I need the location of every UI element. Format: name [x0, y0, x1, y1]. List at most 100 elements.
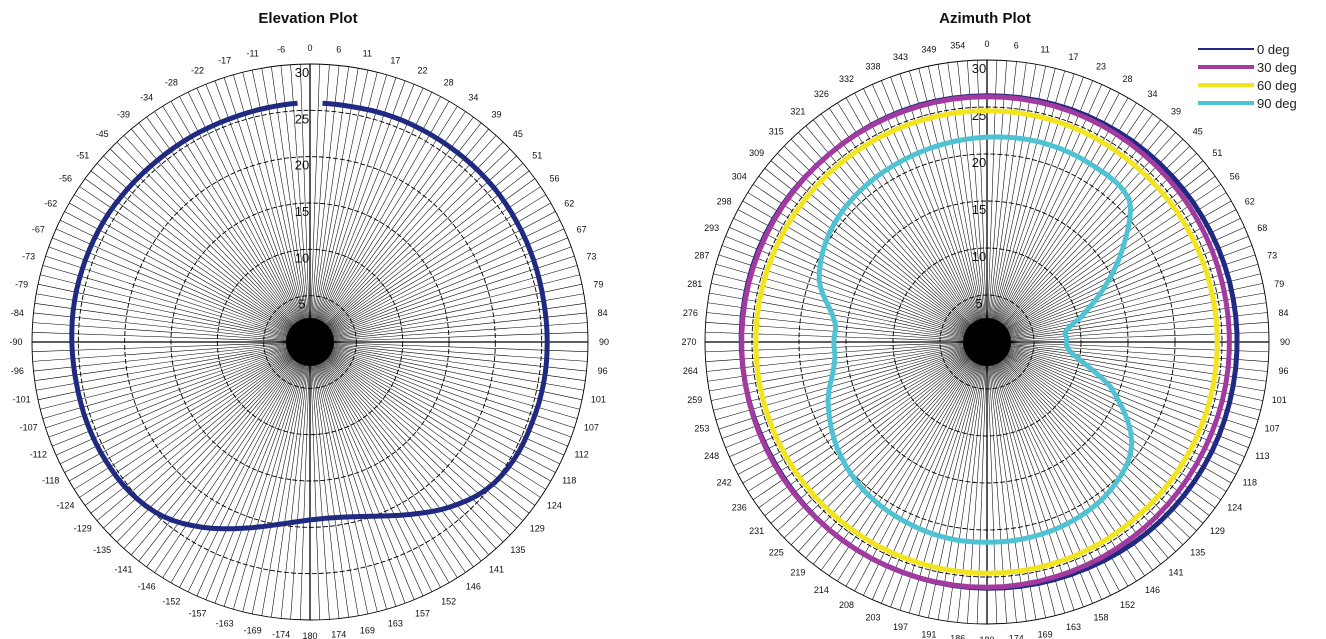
azimuth-spoke	[986, 341, 1093, 604]
elevation-spoke	[309, 163, 524, 343]
elevation-spoke	[271, 341, 311, 618]
azimuth-radial-tick-label: 30	[972, 61, 986, 76]
elevation-ring	[263, 295, 357, 389]
azimuth-angle-tick-label: 79	[1274, 279, 1284, 289]
azimuth-angle-tick-label: 51	[1212, 148, 1222, 158]
azimuth-spoke	[813, 341, 988, 565]
elevation-angle-tick-label: -62	[44, 198, 57, 208]
azimuth-spoke	[705, 341, 988, 362]
azimuth-angle-tick-label: 231	[749, 526, 764, 536]
elevation-angle-tick-label: -56	[59, 174, 72, 184]
azimuth-angle-tick-label: 23	[1096, 62, 1106, 72]
elevation-angle-tick-label: 51	[532, 150, 542, 160]
elevation-angle-tick-label: -34	[140, 93, 153, 103]
elevation-radial-tick-label: 15	[295, 204, 309, 219]
azimuth-spoke	[986, 341, 1267, 382]
elevation-spoke	[205, 341, 311, 600]
elevation-angle-tick-label: 96	[598, 366, 608, 376]
elevation-spoke	[309, 341, 504, 543]
legend-item-0: 0 deg	[1198, 40, 1297, 58]
elevation-angle-tick-label: -169	[244, 625, 262, 635]
azimuth-spoke	[957, 341, 988, 623]
legend-swatch-1	[1198, 65, 1254, 69]
elevation-angle-tick-label: 146	[466, 581, 481, 591]
azimuth-angle-tick-label: 219	[790, 567, 805, 577]
elevation-angle-tick-label: 163	[388, 618, 403, 628]
elevation-angle-tick-label: 11	[363, 49, 372, 59]
elevation-angle-tick-label: -135	[93, 545, 111, 555]
azimuth-ring	[845, 200, 1129, 484]
azimuth-angle-tick-label: 276	[683, 308, 698, 318]
azimuth-angle-tick-label: 281	[687, 279, 702, 289]
elevation-polar-chart: 5 10 15 20 25 30 0 6 11 17 22 28 34 39 45 51 56 62 67 73 79 8…	[9, 43, 609, 639]
elevation-angle-tick-label: 28	[444, 78, 454, 88]
azimuth-angle-tick-label: 180	[979, 635, 994, 639]
azimuth-angle-tick-label: 253	[694, 424, 709, 434]
azimuth-plot-panel: Azimuth Plot 5 10 15 20 25 30 0 6 11 17 23 28 34 39 45…	[660, 0, 1326, 639]
elevation-angle-tick-label: 56	[549, 174, 559, 184]
elevation-ring	[124, 156, 496, 528]
azimuth-plot-title: Azimuth Plot	[939, 10, 1031, 27]
azimuth-angle-tick-label: 242	[717, 477, 732, 487]
elevation-spoke	[309, 341, 450, 583]
azimuth-spoke	[783, 145, 988, 343]
azimuth-spoke	[986, 153, 1197, 343]
azimuth-angle-tick-label: 343	[893, 52, 908, 62]
elevation-angle-tick-label: 73	[586, 252, 596, 262]
elevation-angle-tick-label: -174	[272, 630, 290, 639]
azimuth-angle-tick-label: 62	[1245, 197, 1255, 207]
elevation-spoke	[309, 141, 504, 343]
azimuth-spoke	[758, 176, 988, 343]
azimuth-ring	[939, 294, 1035, 390]
elevation-angle-tick-label: -101	[13, 394, 31, 404]
azimuth-spoke	[986, 76, 1084, 343]
elevation-angle-tick-label: -67	[32, 224, 45, 234]
elevation-radial-tick-label: 20	[295, 158, 309, 173]
azimuth-spoke	[986, 341, 1176, 552]
elevation-spoke	[309, 341, 330, 620]
legend-label-3: 90 deg	[1257, 95, 1297, 111]
elevation-spoke	[309, 64, 330, 343]
azimuth-spoke	[986, 176, 1216, 343]
elevation-angle-tick-label: 135	[510, 545, 525, 555]
elevation-angle-tick-label: 174	[331, 630, 346, 639]
elevation-angle-tick-label: 6	[336, 44, 341, 54]
elevation-spoke	[179, 96, 311, 343]
elevation-angle-tick-label: 129	[530, 524, 545, 534]
elevation-center-core	[286, 318, 334, 366]
azimuth-angle-tick-label: 45	[1193, 126, 1203, 136]
elevation-angle-tick-label: -11	[246, 49, 258, 59]
legend-swatch-0	[1198, 48, 1254, 50]
elevation-angle-tick-label: -28	[165, 78, 178, 88]
elevation-spoke	[309, 341, 397, 607]
elevation-spoke	[52, 237, 311, 343]
azimuth-angle-tick-label: 163	[1066, 622, 1081, 632]
azimuth-spoke	[918, 68, 988, 343]
azimuth-ring	[798, 153, 1176, 531]
azimuth-angle-tick-label: 309	[749, 148, 764, 158]
elevation-angle-tick-label: 22	[418, 65, 428, 75]
azimuth-angle-tick-label: 214	[814, 585, 829, 595]
azimuth-angle-tick-label: 34	[1148, 89, 1158, 99]
azimuth-ring	[704, 59, 1270, 625]
azimuth-spoke	[709, 292, 988, 343]
azimuth-radial-tick-label: 15	[972, 202, 986, 217]
azimuth-angle-tick-label: 141	[1169, 567, 1184, 577]
elevation-angle-tick-label: 79	[593, 280, 603, 290]
azimuth-spoke	[986, 341, 1221, 500]
azimuth-angle-tick-label: 0	[984, 39, 989, 49]
legend-swatch-2	[1198, 83, 1254, 87]
azimuth-angle-tick-label: 225	[769, 548, 784, 558]
elevation-ring	[31, 63, 589, 621]
elevation-grid: 5 10 15 20 25 30 0 6 11 17 22 28 34 39 45 51 56 62 67 73 79 8…	[9, 43, 609, 639]
elevation-angle-tick-label: -17	[218, 56, 231, 66]
azimuth-angle-tick-label: 90	[1280, 337, 1290, 347]
azimuth-angle-tick-label: 293	[704, 223, 719, 233]
azimuth-angle-tick-label: 129	[1210, 526, 1225, 536]
elevation-spoke	[309, 87, 424, 343]
elevation-angle-tick-label: 0	[307, 43, 312, 53]
azimuth-series-line-1	[739, 94, 1232, 590]
elevation-plot-panel: Elevation Plot 5 10 15 20 25 30 0 6 11 17 22 28 34 39…	[0, 0, 620, 639]
legend: 0 deg 30 deg 60 deg 90 deg	[1198, 40, 1297, 112]
